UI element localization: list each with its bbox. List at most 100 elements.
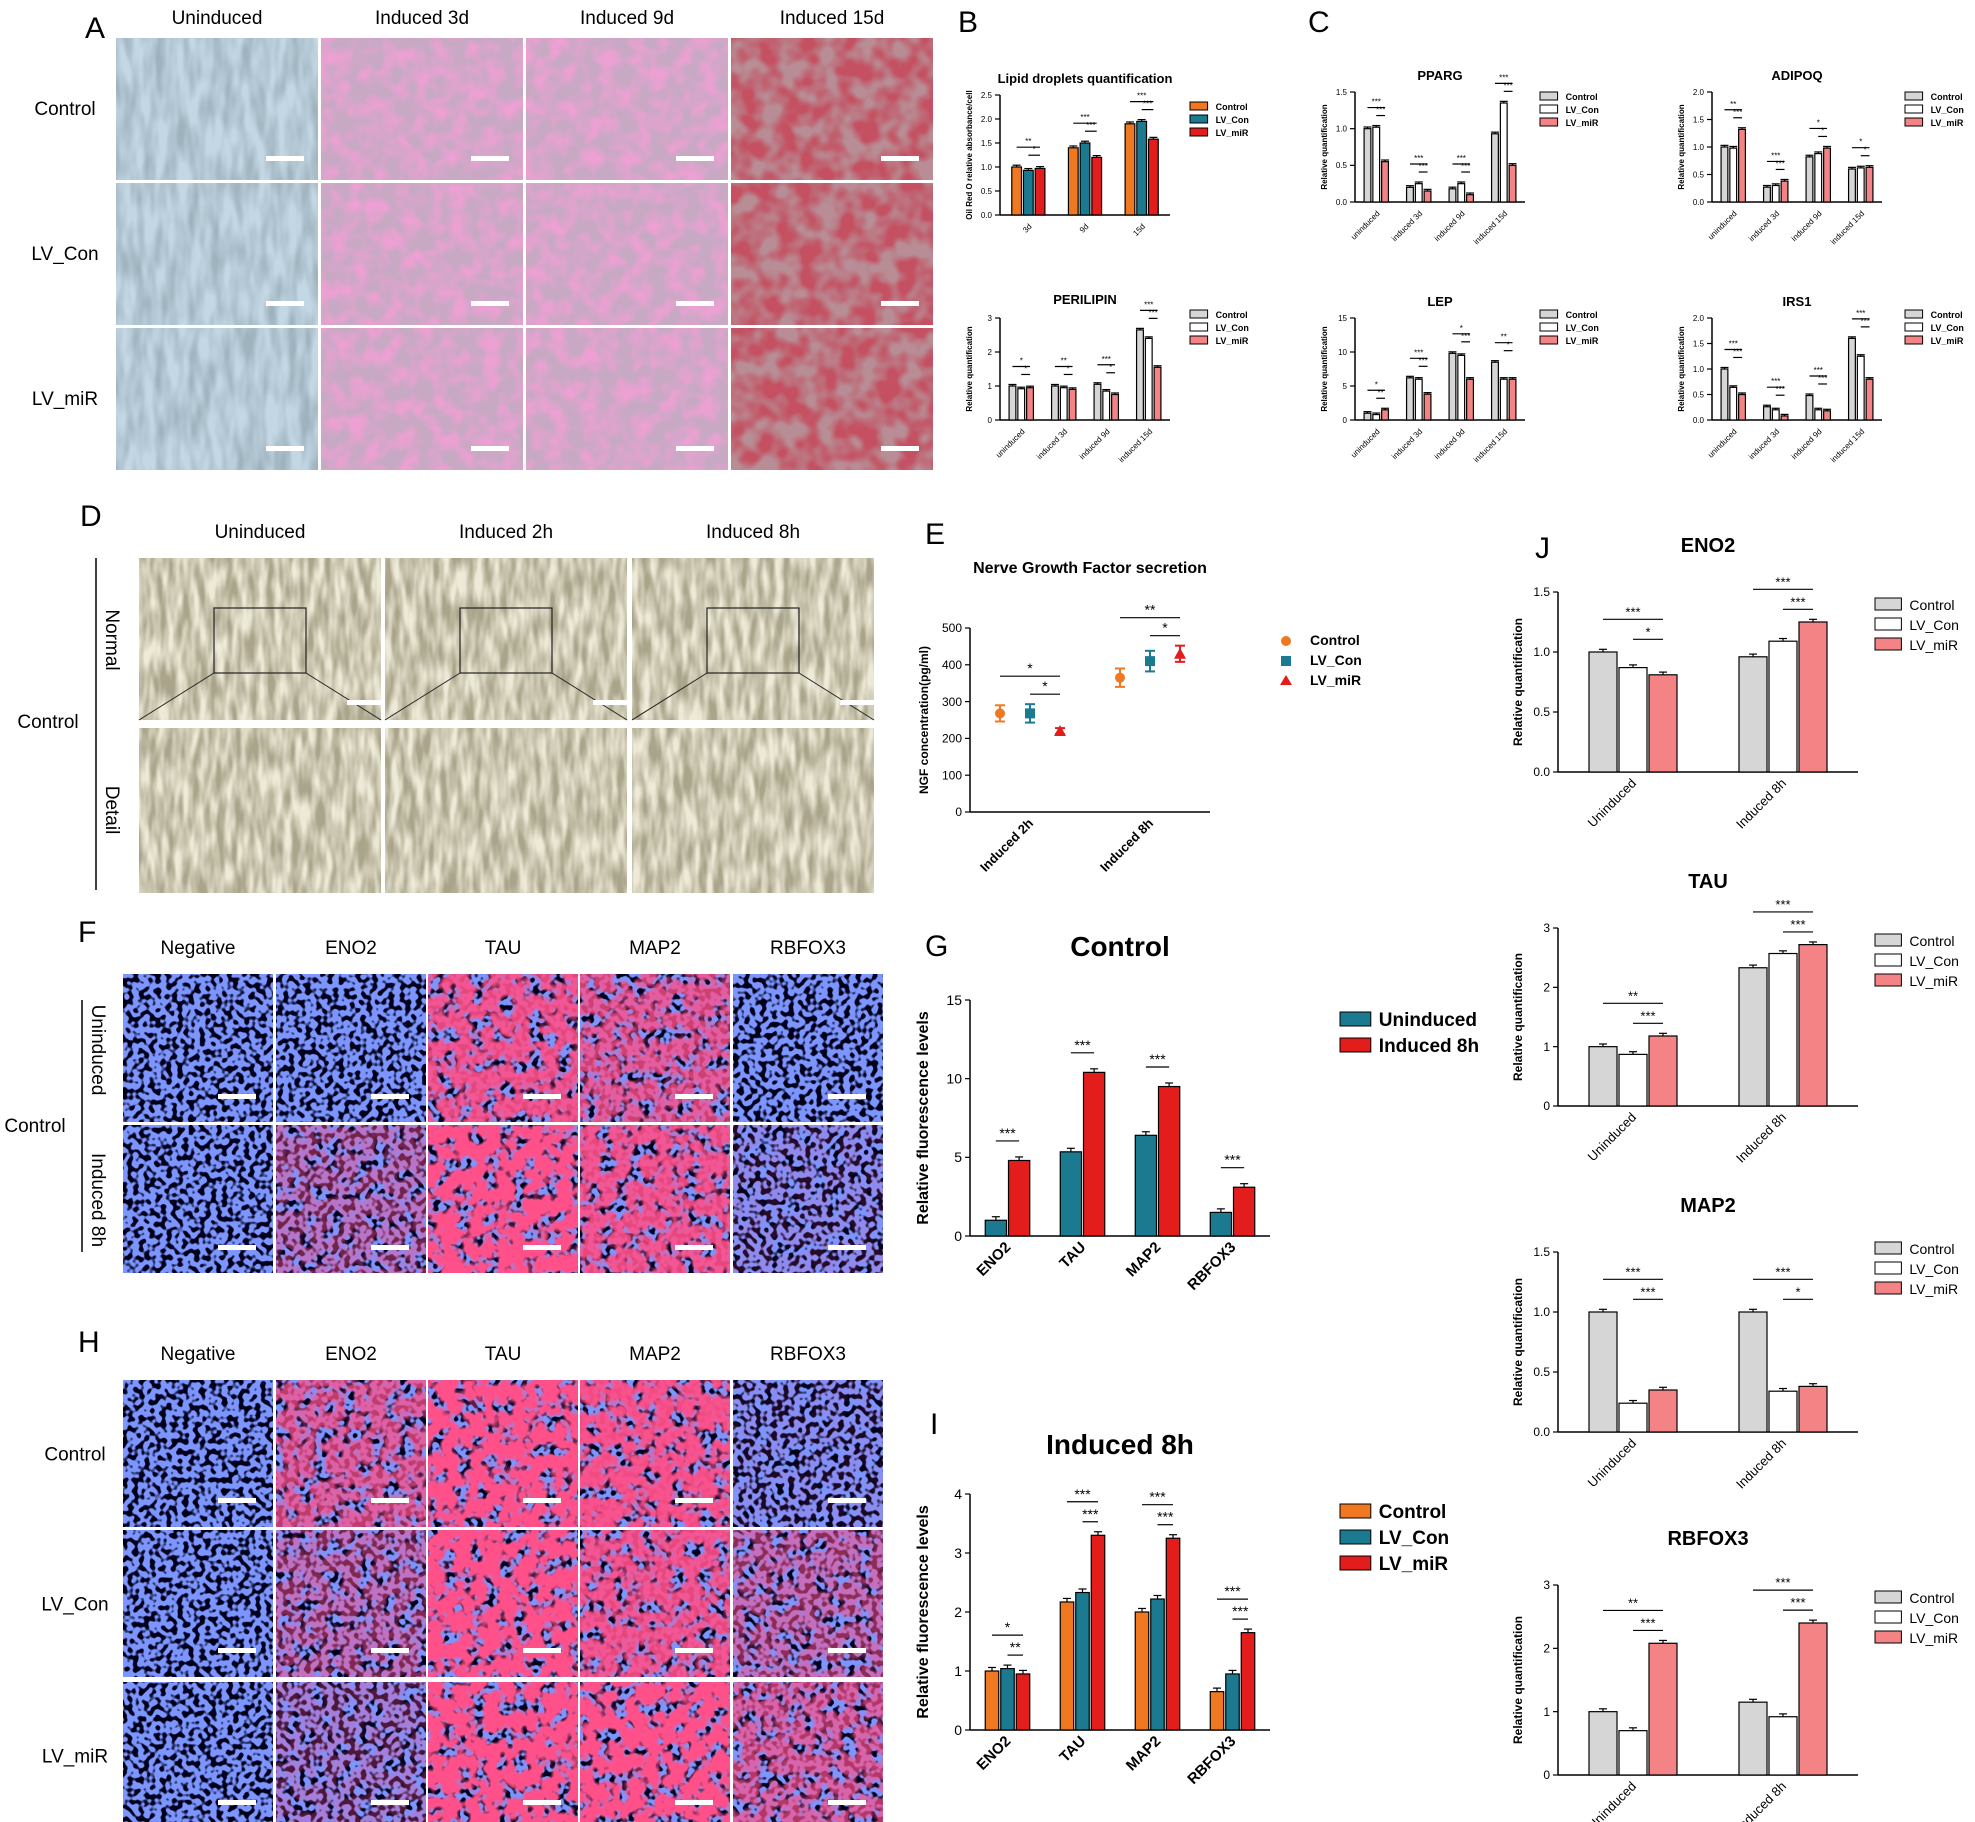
- bar: [1381, 409, 1390, 421]
- fluorescence-H: [276, 1682, 426, 1822]
- x-tick-label: induced 15d: [1117, 427, 1154, 464]
- scale-bar: [675, 1094, 713, 1099]
- x-tick-label: 15d: [1131, 222, 1147, 238]
- sig-label: ***: [1149, 1489, 1166, 1505]
- legend-label: LV_miR: [1216, 336, 1249, 346]
- bar: [1729, 147, 1738, 203]
- cell-stain: [580, 1530, 730, 1677]
- sig-label: ***: [1499, 73, 1508, 82]
- chart-J2: TAU 0 1 2 3 Relative quantification Uninduced *…: [1511, 871, 1959, 1166]
- y-tick-label: 0: [954, 1722, 962, 1738]
- sig-label: *: [1042, 678, 1048, 694]
- scale-bar: [471, 301, 509, 306]
- bar: [1165, 1537, 1181, 1731]
- bar: [1499, 102, 1508, 203]
- legend-label: LV_Con: [1379, 1528, 1449, 1549]
- scale-bar: [371, 1245, 409, 1250]
- legend-swatch: [1904, 117, 1924, 127]
- bar: [1209, 1211, 1233, 1237]
- y-tick-label: 0: [955, 805, 962, 819]
- scale-bar: [266, 446, 304, 451]
- x-tick-label: MAP2: [1123, 1239, 1164, 1280]
- bar: [1448, 352, 1457, 421]
- micrograph-texture: [276, 974, 426, 1122]
- bar: [1134, 1611, 1150, 1731]
- y-tick-label: 2: [954, 1604, 962, 1620]
- bar: [1090, 1534, 1106, 1731]
- sig-label: ***: [1224, 1583, 1241, 1599]
- micrograph-D: [632, 728, 874, 893]
- bar: [1648, 1035, 1678, 1107]
- cell-stain: [276, 1380, 426, 1527]
- bar: [1011, 166, 1023, 216]
- bar: [1363, 412, 1372, 421]
- cell-stain: [428, 1682, 578, 1822]
- x-tick-label: uninduced: [1706, 427, 1738, 459]
- bar: [1508, 164, 1517, 203]
- fluorescence-F: [123, 974, 273, 1122]
- y-tick-label: 15: [1338, 314, 1347, 323]
- x-tick-label: induced 9d: [1433, 209, 1467, 243]
- y-tick-label: 0.5: [1693, 170, 1705, 179]
- legend-swatch: [1339, 1529, 1372, 1545]
- y-axis-title: Relative quantification: [1511, 953, 1525, 1081]
- y-axis-title: Relative quantification: [1320, 326, 1329, 411]
- col-header: RBFOX3: [770, 938, 846, 959]
- legend-swatch: [1874, 637, 1902, 651]
- fluorescence-H: [123, 1530, 273, 1677]
- micrograph-texture: [385, 558, 627, 720]
- scale-bar: [828, 1648, 866, 1653]
- cell-stain: [580, 1125, 730, 1273]
- micrograph-A: [526, 328, 728, 470]
- y-tick-label: 0.5: [1336, 161, 1348, 170]
- col-header: Negative: [161, 938, 236, 959]
- chart-title: IRS1: [1783, 294, 1812, 309]
- sig-label: *: [1859, 138, 1862, 147]
- y-axis-title: Relative fluorescence levels: [915, 1011, 932, 1225]
- bar: [1059, 1151, 1083, 1237]
- bar: [1508, 378, 1517, 421]
- scale-bar: [218, 1094, 256, 1099]
- sig-label: ***: [1640, 1008, 1655, 1023]
- chart-title: LEP: [1427, 294, 1453, 309]
- bar: [1762, 186, 1771, 203]
- panel-letter-A: A: [85, 12, 105, 45]
- bar: [1618, 1402, 1648, 1433]
- scale-bar: [676, 156, 714, 161]
- zoom-line: [631, 672, 708, 721]
- y-tick-label: 2: [1543, 981, 1550, 995]
- col-header: Uninduced: [172, 8, 263, 29]
- sig-label: ***: [1775, 159, 1784, 168]
- x-tick-label: Uninduced: [1585, 1779, 1640, 1822]
- chart-title: Nerve Growth Factor secretion: [973, 560, 1207, 577]
- chart-title: Induced 8h: [1046, 1429, 1194, 1460]
- legend-swatch: [1874, 617, 1902, 631]
- x-tick-label: ENO2: [973, 1239, 1014, 1280]
- sig-label: ***: [1137, 92, 1146, 101]
- chart-J1: ENO2 0.0 0.5 1.0 1.5 Relative quantification U…: [1511, 535, 1959, 832]
- sig-label: ***: [1418, 356, 1427, 365]
- sig-label: ***: [1625, 1264, 1640, 1279]
- y-tick-label: 200: [942, 732, 962, 746]
- sig-label: ***: [1457, 154, 1466, 163]
- y-tick-label: 1.0: [1533, 645, 1550, 659]
- bar: [1805, 156, 1814, 203]
- y-tick-label: 100: [942, 768, 962, 782]
- legend-label: Control: [1566, 92, 1598, 102]
- legend-swatch: [1904, 104, 1924, 114]
- subrow-label: Uninduced: [87, 1005, 108, 1096]
- bar: [1588, 1311, 1618, 1433]
- col-header: TAU: [485, 1344, 522, 1365]
- scale-bar: [828, 1094, 866, 1099]
- group-label: Control: [17, 712, 78, 733]
- fluorescence-F: [276, 1125, 426, 1273]
- micrograph-texture: [632, 558, 874, 720]
- subrow-label: Induced 8h: [87, 1153, 108, 1247]
- y-tick-label: 0.5: [1533, 705, 1550, 719]
- data-point: [1115, 672, 1125, 683]
- chart-title: ADIPOQ: [1771, 68, 1822, 83]
- bar: [1823, 410, 1832, 421]
- col-header: Induced 2h: [459, 522, 553, 543]
- legend-marker: [1281, 636, 1291, 646]
- fluorescence-H: [580, 1380, 730, 1527]
